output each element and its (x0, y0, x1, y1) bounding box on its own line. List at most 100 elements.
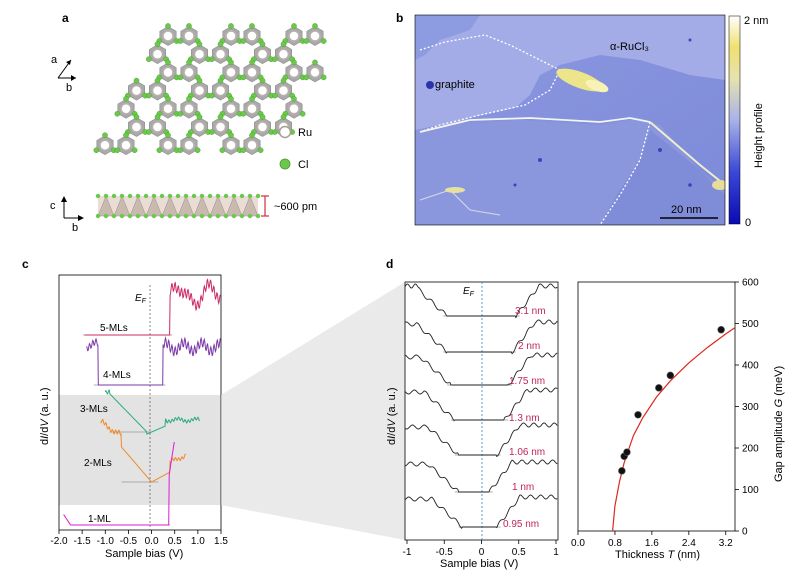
curve-label-3ml: 3-MLs (80, 404, 108, 415)
cl-atom (303, 74, 310, 81)
x-tick-label: 1 (553, 547, 559, 558)
xlabel-c: Sample bias (V) (105, 548, 183, 560)
curve-label-2ml: 2-MLs (84, 458, 112, 469)
cl-atom (165, 132, 171, 138)
ru-atom (225, 66, 237, 79)
cl-atom-bottom (207, 213, 213, 219)
cl-atom-bottom (95, 213, 101, 219)
x-tick-label: 0.8 (608, 538, 622, 549)
cl-atom (320, 74, 327, 81)
ru-atom (162, 103, 174, 115)
axes-side-icon (61, 196, 84, 221)
ru-atom (183, 66, 195, 79)
x-ticks-c: -2.0 -1.5 -1.0 -0.5 0.0 0.5 1.0 1.5 (50, 530, 228, 547)
cl-atom (240, 38, 247, 44)
curve-label-4ml: 4-MLs (103, 370, 131, 381)
ru-atom (183, 139, 195, 151)
cl-atom (209, 56, 215, 63)
plot-d-left-frame (404, 281, 559, 541)
ru-atom (256, 48, 269, 60)
spectrum-curve (104, 389, 201, 435)
colorbar-title: Height profile (753, 103, 765, 168)
x-tick-label: 3.2 (719, 538, 733, 549)
graphite-label: graphite (435, 79, 475, 91)
cl-atom-bottom (239, 213, 245, 219)
cl-atom-top (143, 193, 149, 199)
cl-atom (272, 56, 278, 63)
cl-atom-bottom (127, 213, 133, 219)
cl-atom (209, 129, 215, 135)
y-tick-label: 300 (742, 402, 759, 413)
x-ticks-gap: 0.0 0.8 1.6 2.4 3.2 (571, 531, 733, 549)
y-tick-label: 600 (742, 278, 759, 289)
cl-atom-top (223, 193, 229, 199)
x-tick-label: 0.5 (512, 547, 526, 558)
cl-atom (133, 77, 140, 84)
cl-atom (156, 147, 163, 153)
ylabel-d: dI/dV (a. u.) (386, 387, 398, 445)
cl-atom (299, 111, 306, 117)
ru-atom (309, 66, 321, 79)
x-tick-label: -1 (403, 547, 412, 558)
axes-top-icon (57, 59, 76, 81)
cl-atom (272, 92, 278, 99)
spectra-c (63, 278, 221, 526)
cl-atom-bottom (159, 213, 165, 219)
panel-c-label: c (22, 257, 29, 271)
side-view-layer (95, 193, 261, 219)
thickness-label: 1.75 nm (509, 376, 545, 387)
cl-atom (93, 147, 100, 153)
ru-atom (246, 30, 258, 42)
cl-atom (102, 132, 108, 138)
cl-atom-top (215, 193, 221, 199)
cl-atom-bottom (167, 213, 173, 219)
ru-atom (151, 48, 164, 60)
ru-atom (120, 139, 132, 151)
ru-atom (130, 84, 143, 97)
ru-atom (214, 48, 227, 60)
cl-atom (133, 114, 140, 120)
ru-atom (246, 139, 258, 151)
cl-atom-bottom (111, 213, 117, 219)
x-tick-label: 2.4 (682, 538, 696, 549)
cl-atom-top (151, 193, 157, 199)
cl-atom-top (191, 193, 197, 199)
cl-atom-bottom (231, 213, 237, 219)
cl-atom (291, 96, 297, 102)
cl-atom-bottom (103, 213, 109, 219)
cl-atom (259, 41, 266, 48)
highlight-region (59, 395, 221, 505)
data-point (623, 448, 631, 456)
y-tick-label: 500 (742, 319, 759, 330)
thickness-label: 1 nm (512, 482, 534, 493)
cl-atom-top (231, 193, 237, 199)
ru-atom (288, 66, 300, 79)
x-tick-label: -1.5 (74, 536, 92, 547)
scale-bar-label: 20 nm (671, 204, 702, 216)
curve-label-5ml: 5-MLs (100, 323, 128, 334)
spectrum-curve (404, 459, 558, 493)
spectrum-curve (86, 336, 221, 386)
ef-label-d: EF (463, 286, 475, 298)
cl-atom (249, 59, 255, 66)
thickness-label: 1.3 nm (509, 413, 540, 424)
cl-atom-bottom (215, 213, 221, 219)
curve-label-1ml: 1-ML (88, 514, 111, 525)
ylabel-c: dI/dV (a. u.) (39, 387, 51, 445)
cl-atom (123, 96, 129, 102)
cl-atom-top (239, 193, 245, 199)
ru-atom (183, 30, 195, 42)
axis-c-label: c (50, 200, 56, 212)
cl-atom (280, 41, 287, 48)
x-tick-label: 0.0 (145, 536, 159, 547)
ru-atom (256, 84, 269, 97)
cl-legend-label: Cl (298, 159, 308, 171)
thickness-label: 3.1 nm (515, 306, 546, 317)
cl-atom (312, 59, 318, 66)
cl-atom (123, 132, 129, 138)
fit-curve (612, 327, 736, 532)
cl-atom-top (183, 193, 189, 199)
cl-atom (217, 77, 224, 84)
cl-atom (217, 41, 224, 48)
